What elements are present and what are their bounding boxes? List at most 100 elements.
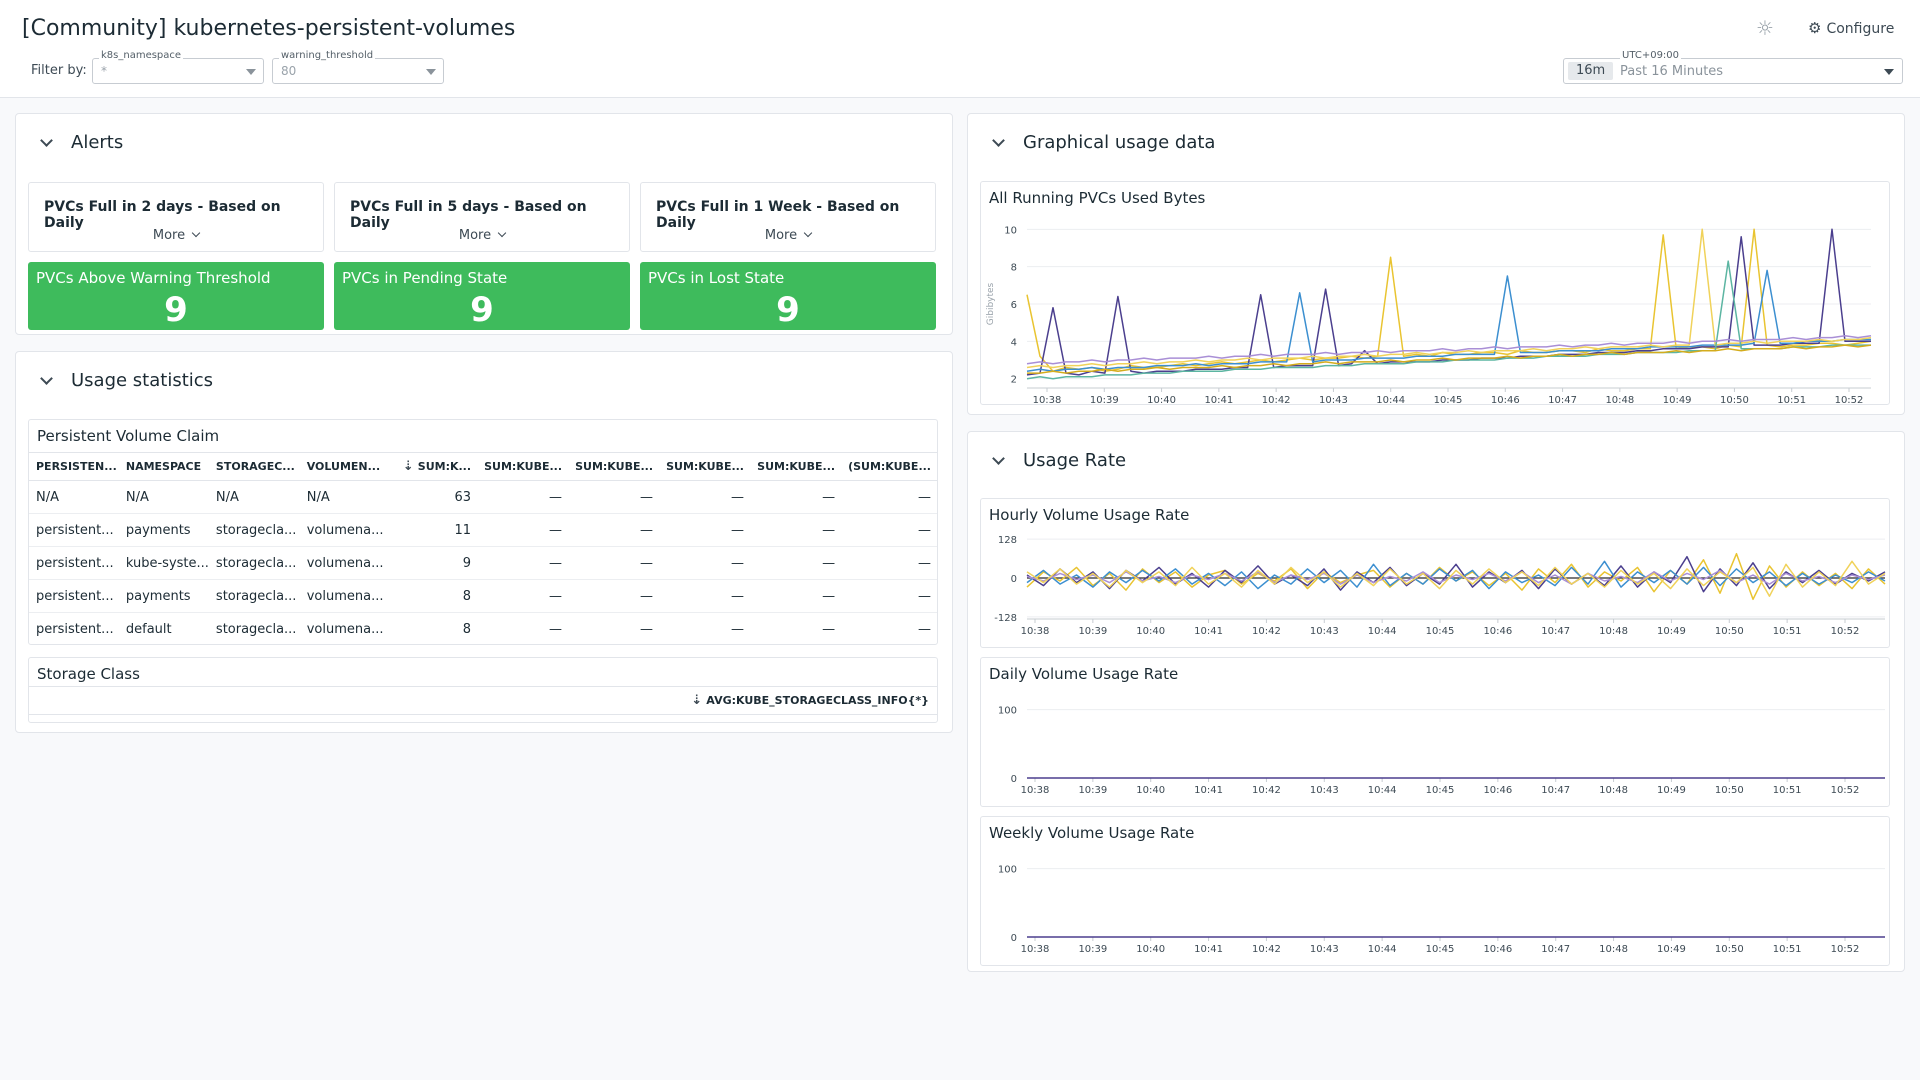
table-cell: default	[118, 612, 209, 644]
x-tick-label: 10:49	[1657, 785, 1686, 796]
x-tick-label: 10:43	[1310, 785, 1339, 796]
daily-usage-rate-widget: Daily Volume Usage Rate 100 0 10:38 10:39 10…	[980, 657, 1890, 807]
table-cell: —	[659, 480, 750, 514]
status-value: 9	[470, 290, 494, 330]
alert-card: PVCs Full in 2 days - Based on Daily Mor…	[28, 182, 324, 252]
widget-title: Weekly Volume Usage Rate	[989, 824, 1195, 842]
table-row[interactable]: persistent... payments storagecla... volume…	[29, 579, 937, 613]
more-button[interactable]: More	[29, 228, 323, 243]
y-tick-label: 100	[998, 865, 1017, 876]
y-tick-label: 8	[1011, 263, 1017, 274]
gear-icon: ⚙	[1808, 19, 1822, 37]
chevron-down-icon	[40, 372, 53, 385]
table-cell: N/A	[299, 480, 390, 514]
k8s-namespace-variable[interactable]: k8s_namespace *	[92, 50, 264, 84]
column-header-sorted[interactable]: ⇣ SUM:K...	[389, 452, 478, 481]
x-tick-label: 10:40	[1147, 395, 1176, 404]
column-header[interactable]: SUM:KUBE...	[568, 452, 660, 481]
more-button[interactable]: More	[641, 228, 935, 243]
table-cell: N/A	[29, 480, 119, 514]
alerts-group-header[interactable]: Alerts	[34, 132, 123, 153]
graphical-usage-header[interactable]: Graphical usage data	[986, 132, 1215, 153]
table-cell: 11	[389, 513, 478, 547]
y-tick-label: 0	[1011, 574, 1017, 585]
hourly-usage-rate-widget: Hourly Volume Usage Rate 128 0 -128 10:38 10…	[980, 498, 1890, 648]
time-range-selector[interactable]: UTC+09:00 16m Past 16 Minutes	[1563, 50, 1903, 84]
x-tick-label: 10:40	[1136, 626, 1165, 637]
x-tick-label: 10:46	[1483, 626, 1512, 637]
column-header[interactable]: VOLUMEN...	[299, 452, 390, 481]
series-line	[1026, 334, 1872, 365]
more-button[interactable]: More	[335, 228, 629, 243]
column-header[interactable]: SUM:KUBE...	[750, 452, 842, 481]
hourly-usage-rate-chart[interactable]: 128 0 -128 10:38 10:39 10:40 10:41 10:42 10:43 10…	[981, 529, 1889, 647]
table-cell: —	[568, 579, 660, 613]
x-tick-label: 10:44	[1368, 785, 1397, 796]
table-cell: —	[568, 612, 660, 644]
chevron-down-icon	[803, 228, 813, 238]
status-card-lost[interactable]: PVCs in Lost State 9	[640, 262, 936, 330]
x-tick-label: 10:47	[1541, 944, 1570, 955]
table-cell: —	[568, 513, 660, 547]
column-header[interactable]: SUM:KUBE...	[659, 452, 750, 481]
table-cell: —	[750, 480, 842, 514]
x-tick-label: 10:42	[1252, 626, 1281, 637]
widget-title: Hourly Volume Usage Rate	[989, 506, 1190, 524]
table-cell: volumena...	[299, 579, 390, 613]
table-row[interactable]: persistent... kube-syste... storagecla... v…	[29, 546, 937, 580]
x-tick-label: 10:45	[1426, 785, 1455, 796]
table-row[interactable]: persistent... default storagecla... volumen…	[29, 612, 937, 644]
variable-value: 80	[281, 64, 297, 78]
daily-usage-rate-chart[interactable]: 100 0 10:38 10:39 10:40 10:41 10:42 10:43 10:44 1…	[981, 688, 1889, 806]
warning-threshold-variable[interactable]: warning_threshold 80	[272, 50, 444, 84]
weekly-usage-rate-chart[interactable]: 100 0 10:38 10:39 10:40 10:41 10:42 10:43 10:44 1…	[981, 847, 1889, 965]
status-card-pending[interactable]: PVCs in Pending State 9	[334, 262, 630, 330]
alert-card: PVCs Full in 1 Week - Based on Daily Mor…	[640, 182, 936, 252]
x-tick-label: 10:44	[1376, 395, 1405, 404]
x-tick-label: 10:47	[1541, 785, 1570, 796]
x-tick-label: 10:39	[1090, 395, 1119, 404]
pvc-table-widget: Persistent Volume Claim PERSISTEN... NAM…	[28, 419, 938, 645]
column-header[interactable]: (SUM:KUBE...	[841, 452, 937, 481]
usage-rate-header[interactable]: Usage Rate	[986, 450, 1126, 471]
x-tick-label: 10:49	[1663, 395, 1692, 404]
column-header[interactable]: PERSISTEN...	[29, 452, 119, 481]
x-tick-label: 10:52	[1831, 785, 1860, 796]
x-tick-label: 10:43	[1310, 944, 1339, 955]
time-range-chip: 16m	[1568, 62, 1614, 80]
table-cell: —	[750, 612, 842, 644]
table-cell: 8	[389, 579, 478, 613]
configure-button[interactable]: ⚙ Configure	[1808, 19, 1894, 37]
table-cell: kube-syste...	[118, 546, 209, 580]
table-row[interactable]: N/A N/A N/A N/A 63— — — — —	[29, 480, 937, 514]
x-tick-label: 10:50	[1715, 785, 1744, 796]
status-title: PVCs Above Warning Threshold	[36, 269, 271, 287]
x-tick-label: 10:38	[1021, 944, 1050, 955]
alert-title: PVCs Full in 1 Week - Based on Daily	[656, 199, 900, 231]
variable-value: *	[101, 64, 107, 78]
column-header[interactable]: SUM:KUBE...	[477, 452, 569, 481]
used-bytes-chart[interactable]: 2 4 6 8 10 10:38 10:39 10:40 10:41 10:42 10:43 10:4…	[981, 212, 1889, 404]
column-header-sorted[interactable]: ⇣ AVG:KUBE_STORAGECLASS_INFO{*}	[691, 693, 929, 708]
table-cell: persistent...	[29, 513, 119, 547]
table-cell: —	[750, 546, 842, 580]
x-tick-label: 10:48	[1599, 944, 1628, 955]
table-header-row: PERSISTEN... NAMESPACE STORAGEC... VOLUM…	[29, 452, 937, 481]
group-title: Graphical usage data	[1023, 132, 1216, 153]
table-row[interactable]: persistent... payments storagecla... volume…	[29, 513, 937, 547]
x-tick-label: 10:51	[1773, 626, 1802, 637]
x-tick-label: 10:39	[1078, 944, 1107, 955]
x-tick-label: 10:52	[1831, 626, 1860, 637]
sun-icon[interactable]: ☼	[1756, 16, 1774, 40]
x-tick-label: 10:41	[1194, 944, 1223, 955]
column-header[interactable]: STORAGEC...	[208, 452, 300, 481]
status-value: 9	[164, 290, 188, 330]
column-header[interactable]: NAMESPACE	[118, 452, 209, 481]
table-cell: payments	[118, 579, 209, 613]
table-cell: —	[841, 546, 937, 580]
x-tick-label: 10:49	[1657, 944, 1686, 955]
table-cell: 9	[389, 546, 478, 580]
x-tick-label: 10:46	[1491, 395, 1520, 404]
status-card-warning[interactable]: PVCs Above Warning Threshold 9	[28, 262, 324, 330]
usage-statistics-header[interactable]: Usage statistics	[34, 370, 213, 391]
